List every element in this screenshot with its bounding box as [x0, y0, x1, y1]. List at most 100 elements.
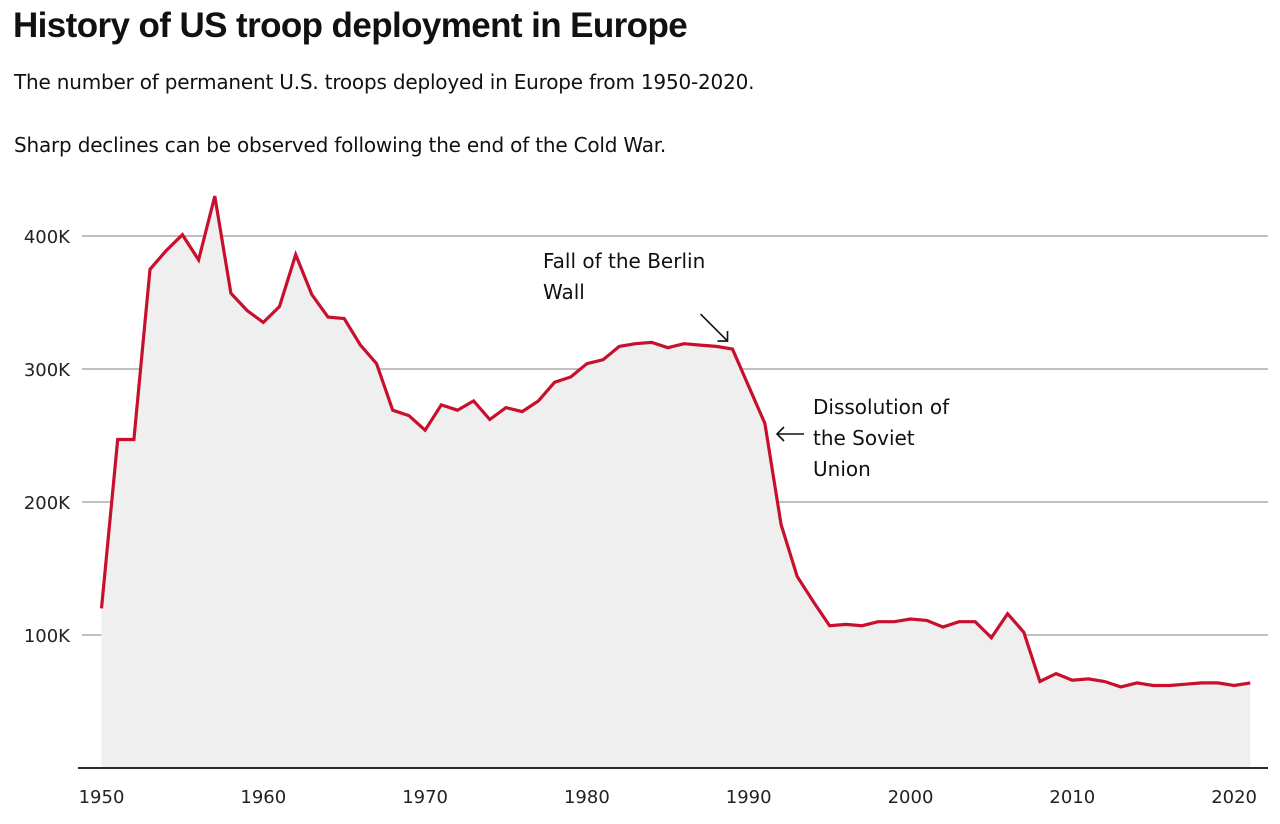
data-point-2017 [1184, 682, 1188, 686]
x-tick-label: 1950 [79, 787, 125, 808]
chart-title: History of US troop deployment in Europe [13, 6, 688, 45]
data-point-1983 [633, 342, 637, 346]
data-point-2002 [941, 625, 945, 629]
data-point-2010 [1070, 678, 1074, 682]
data-point-1986 [682, 342, 686, 346]
data-point-1988 [714, 344, 718, 348]
data-point-1955 [180, 233, 184, 237]
annotation-text: the Soviet [813, 426, 915, 450]
data-point-1997 [860, 624, 864, 628]
x-tick-label: 1980 [564, 787, 610, 808]
data-point-1994 [811, 600, 815, 604]
data-point-1974 [488, 418, 492, 422]
data-point-2009 [1054, 672, 1058, 676]
data-point-1951 [116, 437, 120, 441]
data-point-1976 [520, 410, 524, 414]
series-line [99, 195, 1251, 689]
annotation-text: Dissolution of [813, 395, 950, 419]
data-point-2016 [1167, 684, 1171, 688]
area-fill [101, 196, 1251, 769]
data-point-2000 [909, 617, 913, 621]
data-point-2007 [1022, 630, 1026, 634]
annotations: Fall of the Berlin Wall Dissolution of the … [543, 249, 950, 481]
data-point-2019 [1216, 681, 1220, 685]
data-point-2008 [1038, 680, 1042, 684]
data-point-2003 [957, 620, 961, 624]
data-point-1989 [731, 347, 735, 351]
chart-description: Sharp declines can be observed following… [14, 133, 667, 157]
data-point-1966 [358, 343, 362, 347]
data-point-2004 [973, 620, 977, 624]
data-point-1969 [407, 414, 411, 418]
data-point-1991 [763, 422, 767, 426]
y-tick-label: 300K [24, 360, 71, 381]
data-point-1985 [666, 346, 670, 350]
data-point-1999 [892, 620, 896, 624]
data-point-1995 [828, 624, 832, 628]
data-point-2021 [1248, 681, 1252, 685]
data-point-1967 [375, 362, 379, 366]
data-point-1958 [229, 291, 233, 295]
data-point-1993 [795, 574, 799, 578]
data-point-1975 [504, 406, 508, 410]
data-point-1978 [553, 380, 557, 384]
data-point-2014 [1135, 681, 1139, 685]
data-point-1977 [536, 399, 540, 403]
data-point-1980 [585, 362, 589, 366]
data-point-1998 [876, 620, 880, 624]
data-point-2001 [925, 618, 929, 622]
x-tick-label: 1960 [240, 787, 286, 808]
data-point-1962 [294, 253, 298, 257]
data-point-1970 [423, 428, 427, 432]
data-point-1963 [310, 293, 314, 297]
y-tick-label: 400K [24, 227, 71, 248]
data-point-1959 [245, 308, 249, 312]
data-point-1950 [100, 606, 104, 610]
arrow-icon [699, 313, 729, 342]
data-point-2013 [1119, 685, 1123, 689]
data-point-1971 [439, 403, 443, 407]
data-point-2006 [1006, 612, 1010, 616]
data-point-1987 [698, 343, 702, 347]
data-point-2012 [1103, 680, 1107, 684]
data-point-1972 [455, 408, 459, 412]
data-point-1964 [326, 315, 330, 319]
annotation-text: Union [813, 457, 871, 481]
annotation-text: Fall of the Berlin [543, 249, 705, 273]
arrowhead-icon [717, 331, 729, 342]
data-point-2015 [1151, 684, 1155, 688]
data-point-1992 [779, 523, 783, 527]
annotation-text: Wall [543, 280, 585, 304]
x-tick-label: 1990 [726, 787, 772, 808]
x-axis-ticks: 1950 1960 1970 1980 1990 2000 2010 2020 [79, 787, 1257, 808]
x-tick-label: 1970 [402, 787, 448, 808]
data-point-1957 [213, 194, 217, 198]
y-axis-ticks: 100K 200K 300K 400K [24, 227, 71, 647]
data-point-1954 [164, 249, 168, 253]
annotation-berlin-wall: Fall of the Berlin Wall [543, 249, 729, 342]
data-point-1996 [844, 622, 848, 626]
data-point-1952 [132, 437, 136, 441]
data-point-1953 [148, 267, 152, 271]
data-point-1990 [747, 384, 751, 388]
data-point-1982 [617, 344, 621, 348]
data-point-2011 [1086, 677, 1090, 681]
x-tick-label: 2010 [1049, 787, 1095, 808]
y-tick-label: 100K [24, 626, 71, 647]
data-point-1968 [391, 408, 395, 412]
data-point-1973 [472, 399, 476, 403]
y-tick-label: 200K [24, 493, 71, 514]
arrowhead-icon [775, 426, 785, 442]
data-point-1956 [197, 258, 201, 262]
data-point-1965 [342, 316, 346, 320]
data-point-1961 [277, 304, 281, 308]
data-point-1960 [261, 320, 265, 324]
data-point-1981 [601, 358, 605, 362]
data-point-1984 [650, 340, 654, 344]
x-tick-label: 2000 [888, 787, 934, 808]
data-point-1979 [569, 375, 573, 379]
data-point-2018 [1200, 681, 1204, 685]
data-point-2020 [1232, 684, 1236, 688]
annotation-soviet-dissolution: Dissolution of the Soviet Union [775, 395, 950, 481]
